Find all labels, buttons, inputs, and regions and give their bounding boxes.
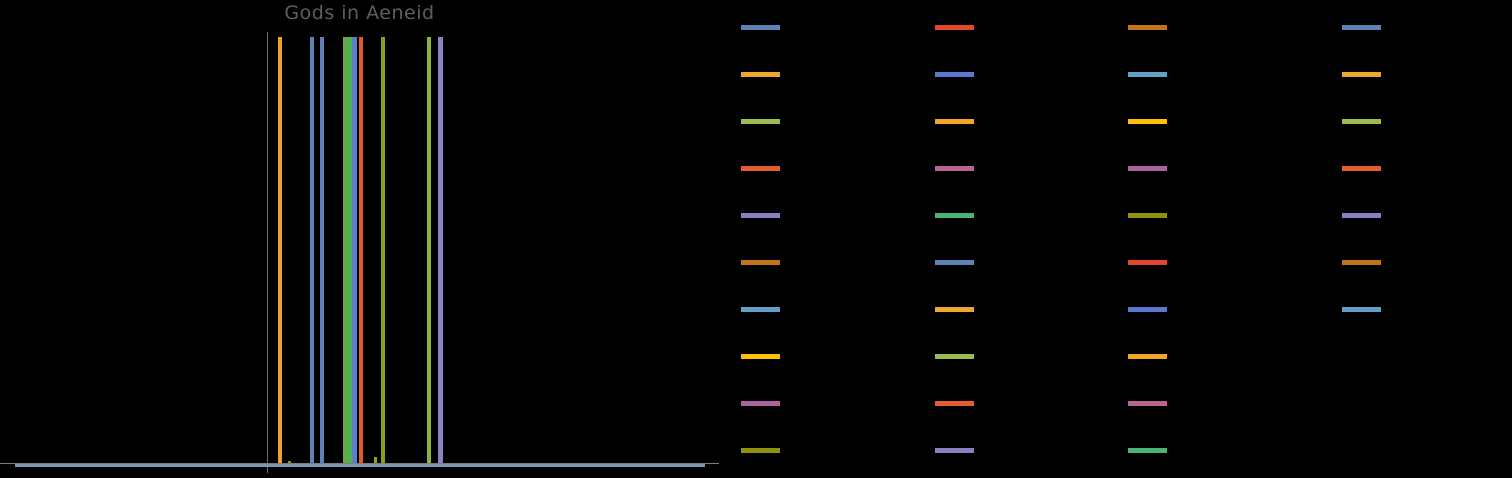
legend-marker bbox=[1128, 401, 1167, 406]
legend-marker bbox=[1128, 166, 1167, 171]
legend-marker bbox=[935, 448, 974, 453]
event-bar bbox=[352, 37, 357, 463]
event-bar bbox=[320, 37, 324, 463]
event-bar bbox=[343, 37, 346, 463]
event-bar bbox=[278, 37, 282, 463]
x-axis-line bbox=[0, 463, 719, 464]
legend-marker bbox=[1342, 119, 1381, 124]
legend-marker bbox=[1128, 448, 1167, 453]
event-bar bbox=[288, 461, 291, 463]
event-bar bbox=[346, 37, 352, 463]
legend-marker bbox=[1342, 72, 1381, 77]
legend-marker bbox=[935, 354, 974, 359]
legend-marker bbox=[741, 213, 780, 218]
legend-marker bbox=[1128, 354, 1167, 359]
event-bar bbox=[374, 457, 377, 463]
legend-marker bbox=[1342, 307, 1381, 312]
event-bar bbox=[438, 37, 443, 463]
legend-marker bbox=[935, 260, 974, 265]
legend-marker bbox=[935, 166, 974, 171]
legend-marker bbox=[935, 401, 974, 406]
legend-marker bbox=[1128, 307, 1167, 312]
legend-marker bbox=[741, 25, 780, 30]
legend-marker bbox=[935, 213, 974, 218]
chart-title: Gods in Aeneid bbox=[284, 2, 435, 24]
legend-marker bbox=[1342, 25, 1381, 30]
y-axis-line bbox=[267, 32, 268, 473]
legend-marker bbox=[1128, 213, 1167, 218]
legend-marker bbox=[1342, 166, 1381, 171]
legend-marker bbox=[935, 307, 974, 312]
legend-marker bbox=[741, 119, 780, 124]
legend-marker bbox=[741, 307, 780, 312]
legend-marker bbox=[741, 166, 780, 171]
event-bar bbox=[310, 37, 314, 463]
legend-marker bbox=[741, 72, 780, 77]
event-bar bbox=[381, 37, 385, 463]
legend-marker bbox=[741, 354, 780, 359]
legend-marker bbox=[1342, 260, 1381, 265]
legend-marker bbox=[935, 119, 974, 124]
legend-marker bbox=[1128, 25, 1167, 30]
legend-marker bbox=[1128, 72, 1167, 77]
legend-marker bbox=[935, 25, 974, 30]
legend-marker bbox=[935, 72, 974, 77]
event-bar bbox=[427, 37, 431, 463]
legend-marker bbox=[1128, 260, 1167, 265]
event-bar bbox=[359, 37, 363, 463]
legend-marker bbox=[741, 401, 780, 406]
legend-marker bbox=[1342, 213, 1381, 218]
baseline-series-line bbox=[15, 464, 705, 467]
legend-marker bbox=[741, 260, 780, 265]
legend-marker bbox=[1128, 119, 1167, 124]
legend-marker bbox=[741, 448, 780, 453]
